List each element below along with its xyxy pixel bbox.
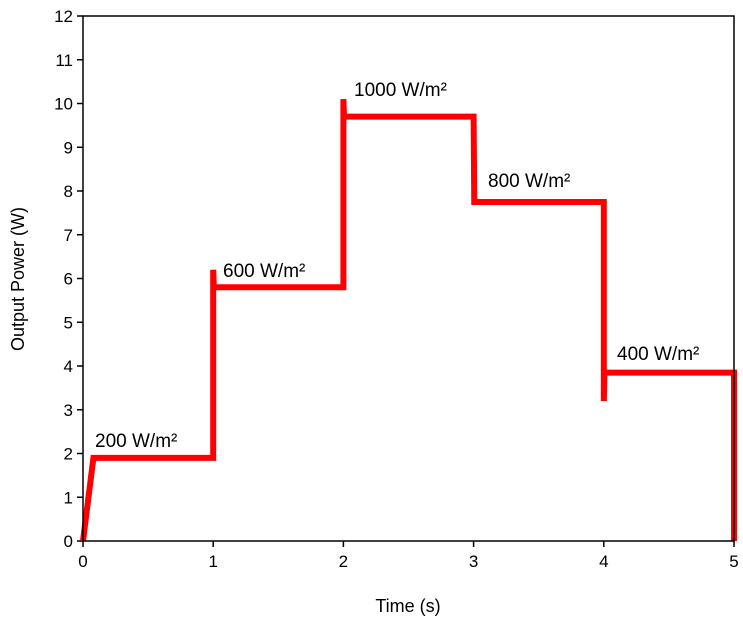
y-tick-label: 0 (64, 532, 73, 551)
plot-frame (82, 15, 735, 542)
y-tick-label: 5 (64, 313, 73, 332)
y-tick-label: 7 (64, 226, 73, 245)
y-tick-label: 8 (64, 182, 73, 201)
annotation: 1000 W/m² (354, 80, 447, 101)
y-tick-label: 11 (55, 51, 73, 70)
x-tick-label: 4 (599, 552, 608, 571)
y-tick-label: 10 (54, 95, 73, 114)
data-line (80, 99, 737, 542)
y-tick-label: 6 (64, 270, 73, 289)
y-axis-label: Output Power (W) (8, 207, 28, 351)
annotation: 600 W/m² (223, 261, 305, 282)
y-tick-label: 4 (64, 357, 73, 376)
x-tick-label: 0 (78, 552, 87, 571)
annotation: 400 W/m² (617, 344, 699, 365)
y-tick-label: 12 (54, 7, 73, 26)
x-tick-label: 1 (208, 552, 217, 571)
x-tick-label: 2 (339, 552, 348, 571)
y-tick-label: 2 (64, 445, 73, 464)
x-tick-label: 3 (469, 552, 478, 571)
x-axis-label: Time (s) (375, 596, 440, 616)
y-tick-label: 3 (64, 401, 73, 420)
annotation: 200 W/m² (95, 431, 177, 452)
annotation: 800 W/m² (488, 171, 570, 192)
y-tick-label: 1 (64, 488, 73, 507)
x-tick-label: 5 (729, 552, 738, 571)
y-tick-label: 9 (64, 138, 73, 157)
